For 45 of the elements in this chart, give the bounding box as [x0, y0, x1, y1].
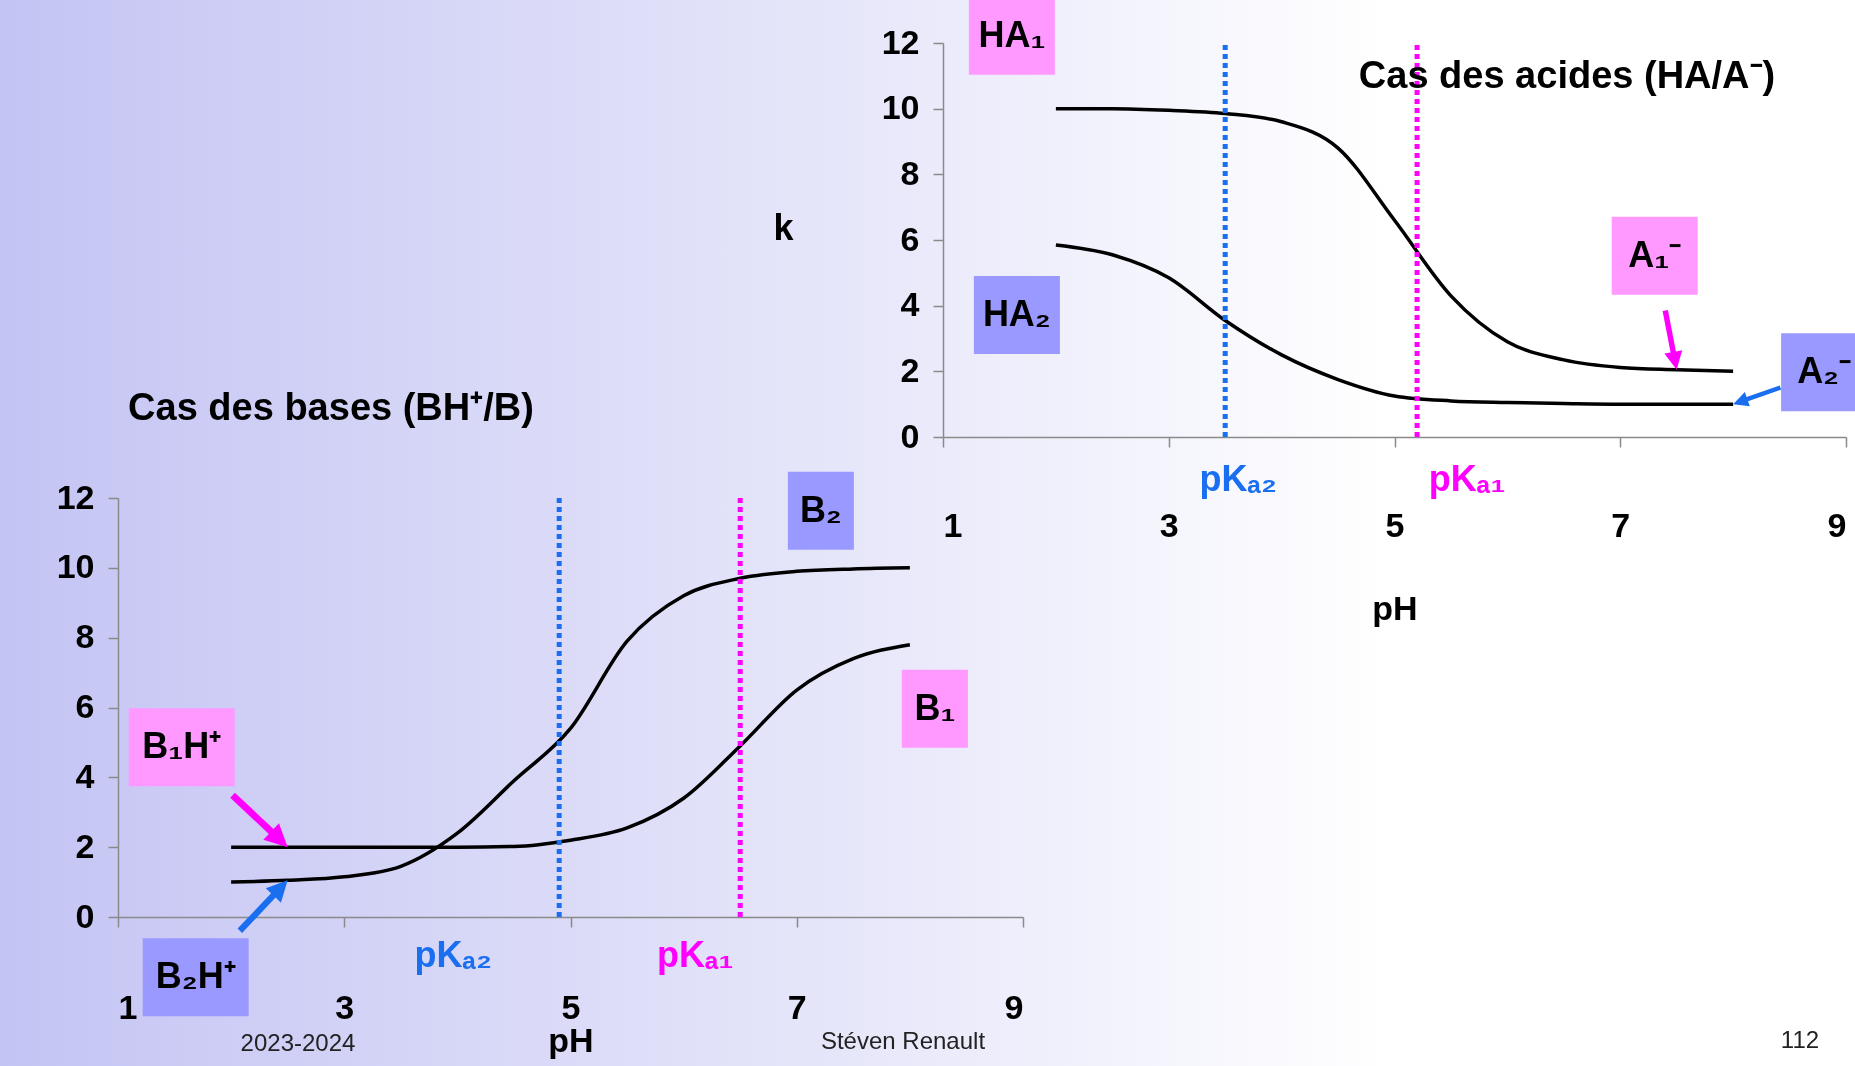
x-tick-label: 7	[1611, 505, 1631, 544]
annotation: B₁	[914, 686, 956, 728]
annotation: B₂	[799, 488, 842, 530]
y-tick-label: 2	[900, 350, 920, 389]
ref-line-label: pKₐ₁	[1428, 458, 1506, 499]
y-tick-label: 2	[75, 826, 95, 865]
x-tick-label: 9	[1004, 987, 1024, 1026]
y-tick-label: 12	[881, 22, 920, 61]
x-tick-label: 3	[1159, 505, 1179, 544]
annotation: B₁H⁺	[142, 725, 222, 767]
x-tick-label: 1	[943, 505, 963, 544]
annotation: B₂H⁺	[155, 955, 236, 997]
line-series	[229, 566, 912, 884]
text: 112	[1780, 1026, 1820, 1054]
annotation: A₂⁻	[1797, 350, 1852, 392]
line-series	[1054, 106, 1735, 374]
annotation: HA₁	[978, 13, 1046, 55]
y-tick-label: 8	[900, 153, 920, 192]
y-tick-label: 4	[900, 285, 920, 324]
chart-title: Cas des bases (BH⁺/B)	[128, 385, 534, 430]
ref-line-label: pKₐ₂	[1199, 458, 1277, 499]
y-tick-label: 10	[881, 88, 920, 127]
annotation: HA₂	[982, 292, 1051, 334]
x-tick-label: 7	[787, 987, 807, 1026]
y-tick-label: 4	[75, 756, 95, 795]
x-tick-label: 3	[335, 987, 355, 1026]
x-tick-label: 9	[1827, 505, 1847, 544]
ref-line-label: pKₐ₁	[656, 934, 734, 975]
y-tick-label: 6	[900, 219, 920, 258]
annotation: A₁⁻	[1628, 233, 1682, 275]
y-tick-label: 10	[56, 547, 95, 586]
text: Stéven Renault	[820, 1027, 986, 1055]
y-tick-label: 0	[75, 896, 95, 935]
y-tick-label: 12	[56, 477, 95, 516]
y-tick-label: 8	[75, 617, 95, 656]
y-axis-title: k	[773, 206, 795, 248]
x-tick-label: 1	[118, 987, 138, 1026]
chart-title: Cas des acides (HA/A⁻)	[1358, 53, 1776, 98]
y-tick-label: 0	[900, 416, 920, 455]
ref-line-label: pKₐ₂	[414, 934, 492, 975]
y-tick-label: 6	[75, 687, 95, 725]
x-axis-title: pH	[1372, 588, 1418, 627]
text: 2023-2024	[240, 1029, 356, 1057]
x-tick-label: 5	[1385, 505, 1405, 544]
line-series	[1054, 243, 1735, 406]
